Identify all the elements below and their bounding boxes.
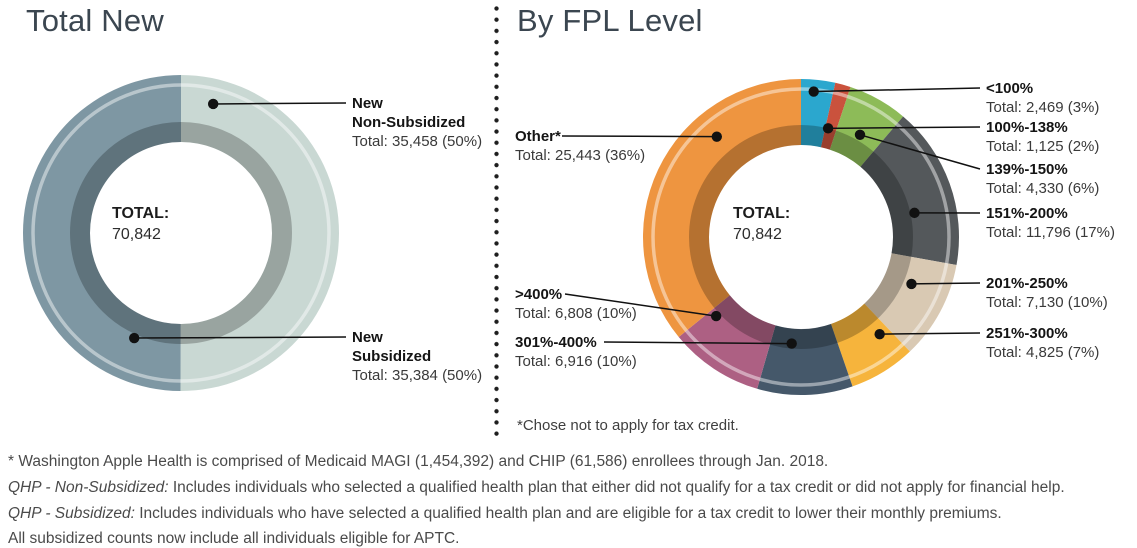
segment-label-New Non-Subsidized: New Non-Subsidized Total: 35,458 (50%) (352, 94, 482, 151)
footnote-line: * Washington Apple Health is comprised o… (8, 449, 1065, 475)
footnote-lead: QHP - Subsidized: (8, 504, 135, 522)
leader-line (561, 135, 717, 138)
leader-line (603, 341, 792, 345)
segment-name: New (352, 328, 383, 346)
leader-dot (874, 328, 885, 340)
donut-segment-Other* (643, 79, 801, 338)
segment-total: Total: 6,916 (10%) (515, 352, 637, 370)
segment-total: Total: 4,330 (6%) (986, 179, 1100, 197)
total-label: TOTAL: (733, 205, 791, 222)
footnote-text: All subsidized counts now include all in… (8, 530, 460, 548)
footnotes-block: * Washington Apple Health is comprised o… (8, 449, 1065, 548)
outer-highlight-ring (31, 83, 331, 383)
segment-total: Total: 6,808 (10%) (515, 304, 637, 322)
leader-dot (808, 86, 819, 97)
inner-shadow-ring (689, 125, 913, 349)
segment-total: Total: 35,458 (50%) (352, 132, 483, 150)
segment-name: Other* (515, 127, 561, 145)
segment-name: Non-Subsidized (352, 113, 466, 131)
donut-segment->400% (678, 295, 776, 389)
leader-line (911, 282, 981, 285)
right-chart-title: By FPL Level (517, 3, 703, 38)
footnote-text: Includes individuals who have selected a… (134, 504, 1002, 522)
leader-line (813, 87, 981, 93)
footnote-line: QHP - Non-Subsidized: Includes individua… (8, 475, 1065, 501)
leader-dot (786, 338, 797, 349)
segment-total: Total: 11,796 (17%) (986, 223, 1115, 241)
leader-line (564, 293, 717, 317)
footnote-line: All subsidized counts now include all in… (8, 526, 1065, 548)
donut-segment-New Non-Subsidized (180, 75, 339, 391)
segment-total: Total: 1,125 (2%) (986, 137, 1100, 155)
segment-label->400%: >400% Total: 6,808 (10%) (515, 285, 637, 323)
segment-label-139%-150%: 139%-150% Total: 4,330 (6%) (986, 160, 1099, 198)
segment-name: 251%-300% (986, 324, 1068, 342)
leader-dot (129, 332, 140, 344)
leader-line (213, 102, 347, 105)
donut-segment-<100% (801, 79, 836, 148)
leader-dot (906, 278, 917, 290)
donut-segment-251%-300% (831, 303, 910, 387)
donut-segment-151%-200% (860, 116, 960, 266)
segment-label-301%-400%: 301%-400% Total: 6,916 (10%) (515, 333, 637, 371)
leader-dot (207, 98, 219, 110)
leader-dot (909, 207, 920, 219)
footnote-line: QHP - Subsidized: Includes individuals w… (8, 501, 1065, 527)
segment-name: 301%-400% (515, 333, 597, 351)
segment-total: Total: 7,130 (10%) (986, 293, 1108, 311)
leader-line (879, 332, 981, 335)
segment-name: 100%-138% (986, 118, 1068, 136)
footnote-lead: QHP - Non-Subsidized: (8, 478, 169, 496)
segment-name: New (352, 94, 383, 112)
right-chart-center-total: TOTAL: 70,842 (733, 203, 790, 245)
leader-line (859, 134, 981, 170)
segment-label-151%-200%: 151%-200% Total: 11,796 (17%) (986, 204, 1115, 242)
leader-dot (711, 131, 722, 142)
leader-dot (822, 123, 834, 134)
total-value: 70,842 (733, 226, 782, 243)
segment-name: 139%-150% (986, 160, 1068, 178)
segment-name: Subsidized (352, 347, 432, 365)
tax-credit-footnote: *Chose not to apply for tax credit. (517, 417, 739, 434)
segment-total: Total: 2,469 (3%) (986, 98, 1100, 116)
segment-name: 201%-250% (986, 274, 1068, 292)
left-chart-title: Total New (26, 3, 164, 38)
dotted-divider (494, 6, 499, 440)
leader-line (134, 336, 347, 339)
inner-shadow-ring (70, 122, 292, 344)
segment-label-100%-138%: 100%-138% Total: 1,125 (2%) (986, 118, 1099, 156)
segment-total: Total: 25,443 (36%) (515, 146, 646, 164)
segment-label-201%-250%: 201%-250% Total: 7,130 (10%) (986, 274, 1108, 312)
leader-line (828, 126, 981, 130)
donut-segment-New Subsidized (22, 75, 182, 391)
segment-label-251%-300%: 251%-300% Total: 4,825 (7%) (986, 324, 1099, 362)
segment-name: >400% (515, 285, 563, 303)
segment-total: Total: 35,384 (50%) (352, 366, 483, 384)
left-chart-center-total: TOTAL: 70,842 (112, 203, 169, 245)
segment-total: Total: 4,825 (7%) (986, 343, 1100, 361)
donut-segment-201%-250% (864, 253, 957, 352)
outer-highlight-ring (651, 87, 951, 387)
segment-name: <100% (986, 79, 1034, 97)
donut-segment-301%-400% (757, 323, 853, 395)
segment-label-<100%: <100% Total: 2,469 (3%) (986, 79, 1099, 117)
donut-segment-139%-150% (829, 86, 904, 167)
segment-label-Other*: Other* Total: 25,443 (36%) (515, 127, 645, 165)
leader-dot (710, 310, 722, 322)
segment-label-New Subsidized: New Subsidized Total: 35,384 (50%) (352, 328, 482, 385)
segment-name: 151%-200% (986, 204, 1068, 222)
total-label: TOTAL: (112, 205, 170, 222)
total-value: 70,842 (112, 226, 161, 243)
footnote-text: Includes individuals who selected a qual… (168, 478, 1065, 496)
footnote-text: * Washington Apple Health is comprised o… (8, 453, 829, 470)
leader-dot (854, 129, 866, 141)
